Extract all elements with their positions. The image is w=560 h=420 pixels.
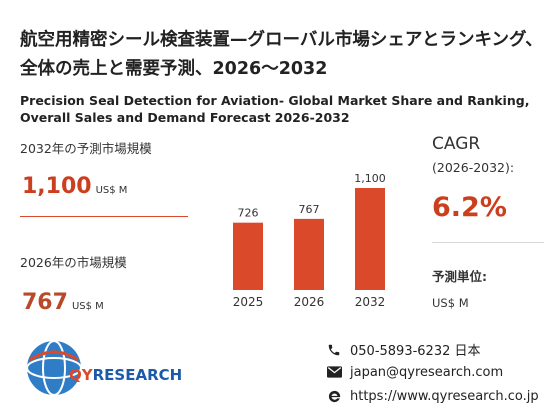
cagr-value: 6.2% (432, 192, 507, 223)
cagr-period: (2026-2032): (432, 160, 515, 175)
phone-icon (326, 342, 342, 358)
contact-email: japan@qyresearch.com (326, 364, 503, 380)
forecast-2032-number: 1,100 (22, 174, 92, 199)
logo-text-rest: RESEARCH (92, 366, 183, 384)
value-label-2032: 1,100 (354, 172, 386, 185)
category-label-2032: 2032 (355, 295, 386, 309)
globe-icon (26, 340, 82, 396)
qyresearch-logo: QYRESEARCH (24, 338, 182, 400)
market-2026-number: 767 (22, 290, 68, 315)
page-title-en: Precision Seal Detection for Aviation- G… (20, 93, 530, 125)
browser-e-icon (326, 388, 342, 404)
market-2026-value: 767 US$ M (22, 290, 104, 315)
category-label-2025: 2025 (233, 295, 264, 309)
phone-text: 050-5893-6232 日本 (350, 344, 481, 359)
web-text: https://www.qyresearch.co.jp (350, 388, 539, 404)
page-title-jp: 航空用精密シール検査装置—グローバル市場シェアとランキング、全体の売上と需要予測… (20, 30, 543, 79)
bar-2025 (233, 222, 263, 290)
forecast-2032-unit: US$ M (95, 185, 128, 196)
mail-icon (326, 364, 342, 380)
market-2026-unit: US$ M (71, 301, 104, 312)
contact-web: https://www.qyresearch.co.jp (326, 388, 539, 404)
kpi-divider (20, 216, 188, 217)
contact-phone: 050-5893-6232 日本 (326, 340, 481, 359)
logo-text-q: QY (69, 366, 93, 384)
market-2026-label: 2026年の市場規模 (20, 255, 127, 270)
category-label-2026: 2026 (294, 295, 325, 309)
forecast-2032-label: 2032年の予測市場規模 (20, 141, 152, 156)
value-label-2025: 726 (238, 207, 259, 220)
bar-chart: 726 2025 767 2026 1,100 2032 (233, 172, 386, 309)
forecast-2032-value: 1,100 US$ M (22, 174, 127, 199)
cagr-divider (432, 242, 544, 243)
cagr-title: CAGR (432, 134, 481, 154)
forecast-unit-value: US$ M (432, 296, 469, 310)
value-label-2026: 767 (299, 203, 320, 216)
forecast-unit-label: 予測単位: (432, 269, 487, 284)
bar-2032 (355, 188, 385, 290)
email-text: japan@qyresearch.com (350, 364, 504, 380)
logo-wordmark: QYRESEARCH (69, 366, 182, 384)
bar-2026 (294, 218, 324, 290)
